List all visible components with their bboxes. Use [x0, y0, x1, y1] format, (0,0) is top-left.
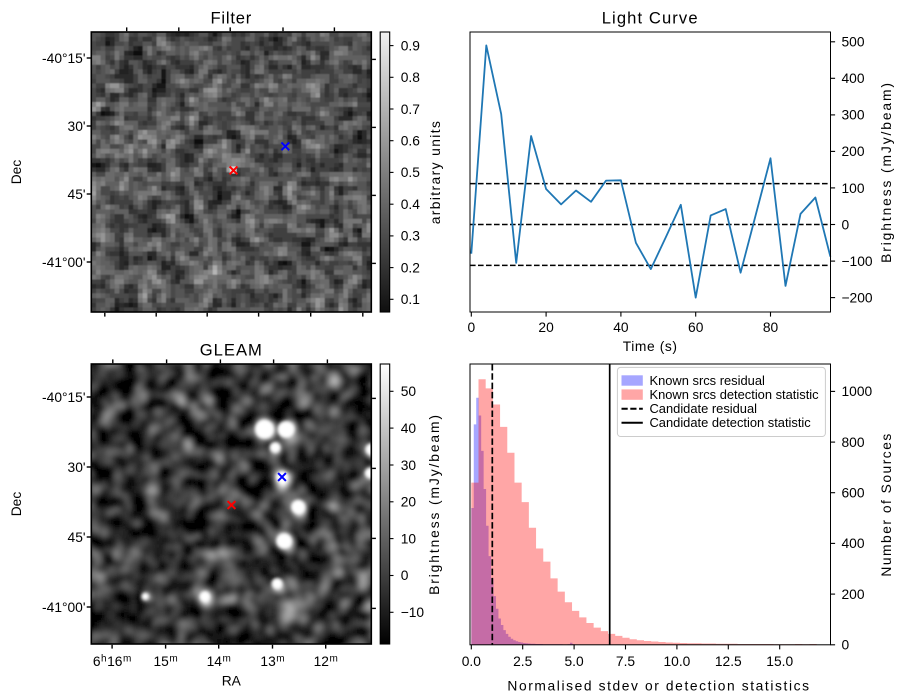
svg-text:0: 0 — [401, 568, 409, 583]
svg-text:0.8: 0.8 — [401, 70, 421, 85]
svg-text:Brightness (mJy/beam): Brightness (mJy/beam) — [879, 81, 894, 263]
svg-text:Candidate detection statistic: Candidate detection statistic — [650, 415, 812, 430]
svg-text:500: 500 — [842, 35, 865, 50]
svg-text:30': 30' — [68, 119, 86, 134]
svg-text:Brightness (mJy/beam): Brightness (mJy/beam) — [427, 413, 442, 595]
svg-text:-40°15': -40°15' — [42, 390, 85, 405]
svg-text:0: 0 — [467, 320, 475, 335]
svg-text:7.5: 7.5 — [616, 654, 636, 669]
svg-text:0.3: 0.3 — [401, 229, 421, 244]
svg-text:800: 800 — [842, 435, 865, 450]
svg-text:0.0: 0.0 — [462, 654, 482, 669]
svg-text:−10: −10 — [401, 605, 425, 620]
svg-text:Known srcs detection statistic: Known srcs detection statistic — [650, 387, 820, 402]
svg-text:GLEAM: GLEAM — [200, 341, 263, 360]
svg-text:Dec: Dec — [9, 160, 24, 185]
svg-text:−100: −100 — [842, 254, 873, 269]
svg-text:RA: RA — [222, 673, 242, 688]
svg-text:Dec: Dec — [9, 492, 24, 517]
svg-text:15.0: 15.0 — [766, 654, 793, 669]
svg-text:-41°00': -41°00' — [42, 600, 85, 615]
svg-text:0.7: 0.7 — [401, 102, 420, 117]
svg-text:200: 200 — [842, 144, 865, 159]
svg-text:20: 20 — [401, 495, 417, 510]
svg-text:45': 45' — [68, 187, 86, 202]
svg-text:Filter: Filter — [210, 9, 252, 28]
svg-text:-41°00': -41°00' — [42, 255, 85, 270]
svg-text:40: 40 — [401, 421, 417, 436]
svg-text:2.5: 2.5 — [513, 654, 533, 669]
svg-text:Light Curve: Light Curve — [602, 9, 699, 28]
svg-text:5.0: 5.0 — [565, 654, 585, 669]
svg-text:60: 60 — [688, 320, 704, 335]
svg-text:arbitrary units: arbitrary units — [428, 120, 443, 225]
svg-text:50: 50 — [401, 384, 417, 399]
svg-text:40: 40 — [613, 320, 629, 335]
svg-text:0: 0 — [842, 638, 850, 653]
svg-text:0: 0 — [842, 217, 850, 232]
svg-text:Time (s): Time (s) — [623, 339, 678, 354]
svg-text:10: 10 — [401, 531, 417, 546]
svg-text:100: 100 — [842, 181, 865, 196]
svg-text:Candidate residual: Candidate residual — [650, 401, 758, 416]
svg-text:20: 20 — [538, 320, 554, 335]
svg-text:0.4: 0.4 — [401, 197, 421, 212]
svg-text:0.1: 0.1 — [401, 292, 420, 307]
svg-text:80: 80 — [763, 320, 779, 335]
svg-text:0.5: 0.5 — [401, 165, 421, 180]
svg-text:10.0: 10.0 — [663, 654, 690, 669]
svg-text:45': 45' — [68, 530, 86, 545]
svg-text:400: 400 — [842, 536, 865, 551]
svg-text:0.9: 0.9 — [401, 38, 421, 53]
svg-text:12.5: 12.5 — [715, 654, 742, 669]
svg-text:600: 600 — [842, 486, 865, 501]
svg-text:Known srcs residual: Known srcs residual — [650, 373, 765, 388]
svg-text:200: 200 — [842, 587, 865, 602]
svg-text:0.2: 0.2 — [401, 260, 420, 275]
svg-text:30: 30 — [401, 458, 417, 473]
svg-text:Normalised stdev or detection: Normalised stdev or detection statistics — [507, 679, 810, 694]
svg-text:-40°15': -40°15' — [42, 51, 85, 66]
svg-text:Number of Sources: Number of Sources — [879, 432, 894, 576]
svg-text:1000: 1000 — [842, 384, 873, 399]
svg-text:−200: −200 — [842, 290, 873, 305]
svg-text:300: 300 — [842, 108, 865, 123]
svg-text:400: 400 — [842, 71, 865, 86]
svg-text:30': 30' — [68, 460, 86, 475]
svg-text:0.6: 0.6 — [401, 134, 421, 149]
